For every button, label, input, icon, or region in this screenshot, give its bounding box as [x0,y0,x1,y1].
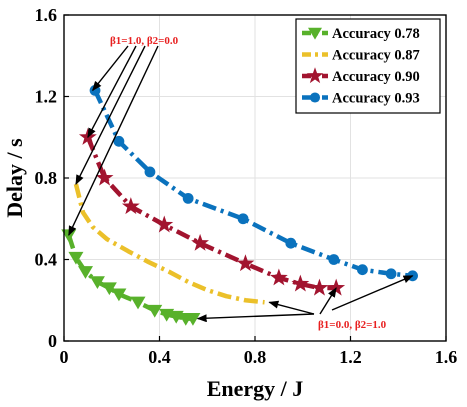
annotation-arrow [92,45,129,92]
data-point-star [269,268,288,286]
y-tick-label: 1.6 [35,5,58,25]
y-axis-label: Delay / s [2,138,27,218]
data-point-star [310,278,329,296]
legend-entry-1: Accuracy 0.78 [302,26,420,42]
annotation-arrow [319,287,337,315]
legend-label: Accuracy 0.93 [332,91,420,107]
data-point-star [327,278,346,296]
annotation-label: β1=1.0, β2=0.0 [110,35,179,47]
x-tick-label: 0.8 [244,347,267,367]
data-point-circle [285,237,297,249]
plot-frame [63,14,447,342]
data-point-star [306,67,324,84]
data-point-star [291,274,310,292]
x-tick-label: 1.2 [339,347,362,367]
annotation-arrow [87,45,137,139]
data-point-circle [182,192,194,204]
annotation-2: β1=0.0, β2=1.0 [196,275,414,331]
series-layer [61,84,418,326]
data-point-star [191,233,209,251]
y-tick-label: 0 [48,331,57,351]
data-point-circle [113,135,125,147]
y-tick-label: 0.4 [35,250,58,270]
series-2 [73,183,265,305]
data-point-triangle [101,282,117,296]
annotation-arrow [331,275,414,311]
data-point-triangle [308,27,322,40]
annotation-arrow [75,45,146,186]
data-point-circle [357,264,368,276]
x-axis-label: Energy / J [207,376,304,401]
series-3 [78,127,346,296]
legend-entry-4: Accuracy 0.93 [302,91,420,107]
data-point-star [155,215,174,233]
data-point-star [95,168,114,186]
data-point-triangle [111,288,127,302]
legend-label: Accuracy 0.78 [332,26,420,42]
legend-entry-3: Accuracy 0.90 [302,67,420,85]
series-line [73,183,265,305]
series-line [93,89,413,279]
data-point-triangle [68,251,84,265]
y-tick-label: 0.8 [35,168,58,188]
legend: Accuracy 0.78 Accuracy 0.87 Accuracy 0.90 A… [295,18,441,114]
data-point-circle [328,254,340,265]
y-tick-label: 1.2 [35,87,58,107]
legend-label: Accuracy 0.87 [332,48,420,64]
data-point-triangle [147,304,163,318]
series-4 [89,84,418,282]
legend-label: Accuracy 0.90 [332,69,420,85]
data-point-circle [237,213,249,225]
data-point-triangle [89,276,105,290]
data-point-triangle [130,296,146,310]
data-point-triangle [185,312,201,326]
legend-entry-2: Accuracy 0.87 [302,48,420,64]
annotation-label: β1=0.0, β2=1.0 [318,319,387,331]
x-tick-label: 0 [60,347,69,367]
data-point-circle [385,268,397,280]
x-tick-label: 1.6 [435,347,458,367]
annotation-arrow [68,45,159,236]
data-point-star [236,254,255,272]
annotation-arrow [196,313,315,323]
data-point-circle [309,92,321,103]
series-line [85,136,337,291]
annotation-layer: β1=1.0, β2=0.0 β1=0.0, β2=1.0 [68,35,414,331]
annotation-arrow [268,300,315,315]
data-point-star [121,197,140,215]
x-tick-label: 0.4 [148,347,171,367]
data-point-triangle [77,266,93,279]
data-point-circle [144,166,156,178]
frame-layer: 0 0.4 0.8 1.2 1.6 0 0.4 0.8 1.2 1.6 [35,5,458,367]
annotation-1: β1=1.0, β2=0.0 [68,35,179,236]
